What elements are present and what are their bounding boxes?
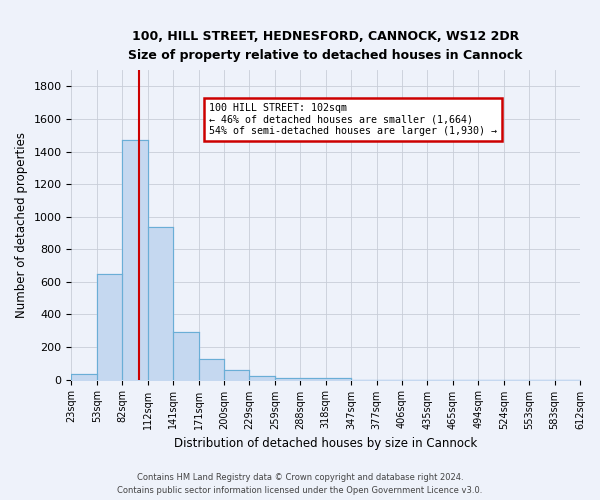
Text: 100 HILL STREET: 102sqm
← 46% of detached houses are smaller (1,664)
54% of semi: 100 HILL STREET: 102sqm ← 46% of detache… <box>209 102 497 136</box>
X-axis label: Distribution of detached houses by size in Cannock: Distribution of detached houses by size … <box>174 437 478 450</box>
Y-axis label: Number of detached properties: Number of detached properties <box>15 132 28 318</box>
Title: 100, HILL STREET, HEDNESFORD, CANNOCK, WS12 2DR
Size of property relative to det: 100, HILL STREET, HEDNESFORD, CANNOCK, W… <box>128 30 523 62</box>
Text: Contains HM Land Registry data © Crown copyright and database right 2024.
Contai: Contains HM Land Registry data © Crown c… <box>118 474 482 495</box>
